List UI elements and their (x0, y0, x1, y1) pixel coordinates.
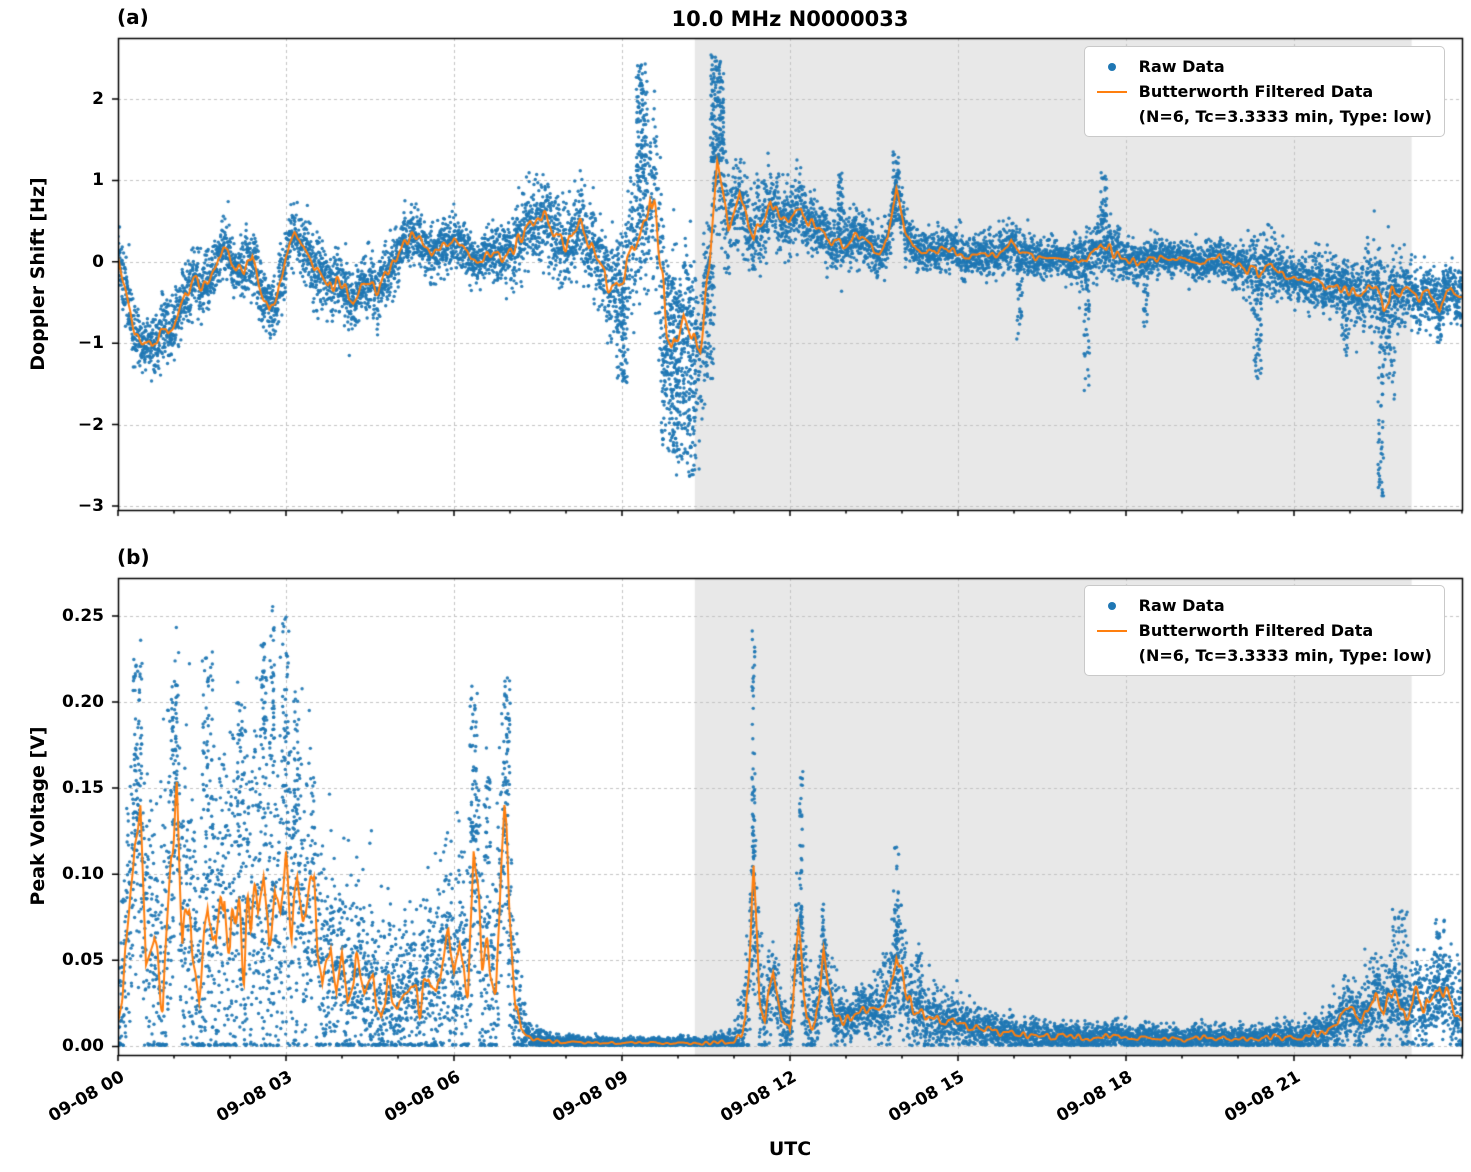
legend-filtered-subrow: (N=6, Tc=3.3333 min, Type: low) (1095, 104, 1432, 129)
filtered-line-marker-swatch (1095, 90, 1129, 93)
legend-raw-label: Raw Data (1138, 596, 1225, 615)
legend-filtered-sublabel: (N=6, Tc=3.3333 min, Type: low) (1138, 107, 1432, 126)
legend-filtered-row: Butterworth Filtered Data (1095, 79, 1432, 104)
filtered-line-icon (1096, 629, 1127, 632)
filtered-line-marker-swatch (1095, 629, 1129, 632)
panel-a-legend: Raw Data Butterworth Filtered Data (N=6,… (1083, 46, 1445, 137)
filtered-line-icon (1096, 90, 1127, 93)
y-tick-label: 0.20 (62, 691, 104, 712)
panel-b-label: (b) (117, 545, 150, 569)
y-tick-label: −2 (77, 414, 104, 435)
legend-filtered-row: Butterworth Filtered Data (1095, 618, 1432, 643)
legend-filtered-subrow: (N=6, Tc=3.3333 min, Type: low) (1095, 643, 1432, 668)
y-tick-label: 0.15 (62, 778, 104, 799)
y-tick-label: 0.10 (62, 864, 104, 885)
panel-b-legend: Raw Data Butterworth Filtered Data (N=6,… (1083, 585, 1445, 676)
chart-title: 10.0 MHz N0000033 (671, 7, 909, 31)
legend-raw-row: Raw Data (1095, 54, 1432, 79)
legend-raw-row: Raw Data (1095, 593, 1432, 618)
legend-filtered-label: Butterworth Filtered Data (1138, 82, 1374, 101)
y-tick-label: 1 (92, 170, 104, 191)
y-tick-label: 2 (92, 89, 104, 110)
y-tick-label: 0.05 (62, 950, 104, 971)
raw-data-dot-icon (1107, 601, 1116, 610)
panel-a-label: (a) (117, 5, 149, 29)
y-tick-label: 0.00 (62, 1036, 104, 1057)
y-tick-label: 0 (92, 251, 104, 272)
y-tick-label: −1 (77, 333, 104, 354)
y-tick-label: 0.25 (62, 605, 104, 626)
x-axis-label: UTC (768, 1138, 812, 1160)
legend-filtered-sublabel: (N=6, Tc=3.3333 min, Type: low) (1138, 646, 1432, 665)
raw-data-marker-swatch (1095, 601, 1129, 610)
y-tick-label: −3 (77, 495, 104, 516)
raw-data-dot-icon (1107, 62, 1116, 71)
legend-filtered-label: Butterworth Filtered Data (1138, 621, 1374, 640)
raw-data-marker-swatch (1095, 62, 1129, 71)
legend-raw-label: Raw Data (1138, 57, 1225, 76)
